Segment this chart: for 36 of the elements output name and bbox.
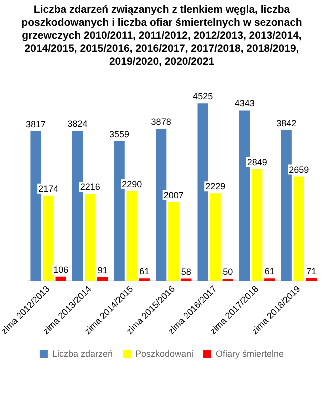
data-label: 91 xyxy=(98,265,108,276)
bar xyxy=(43,196,54,282)
data-label: 58 xyxy=(181,266,192,277)
legend-label: Liczba zdarzeń xyxy=(52,348,114,359)
chart-title: Liczba zdarzeń związanych z tlenkiem węgla, liczba poszkodowanych i liczba ofiar śmiertelnych w sezonach grzewczych 2010/2011, 2011/2012, 2012/2013, 2013/2014, 2014/2015, 2015/2016, 2016/2017, 2017/2018, 2018/2019, 2019/2020, 2020/2021 xyxy=(20,4,304,69)
data-label: 2216 xyxy=(80,182,100,192)
data-label: 2007 xyxy=(164,190,184,200)
data-label: 106 xyxy=(54,264,69,275)
bar xyxy=(264,278,276,282)
data-label: 61 xyxy=(140,266,150,277)
legend-label: Poszkodowani xyxy=(135,348,194,359)
data-label: 3842 xyxy=(276,118,297,128)
bar xyxy=(294,176,304,282)
data-label: 61 xyxy=(264,266,275,277)
data-label: 3878 xyxy=(151,116,172,127)
legend-label: Ofiary śmiertelne xyxy=(216,348,284,359)
bar xyxy=(126,191,138,282)
data-label: 2659 xyxy=(289,164,310,175)
bar xyxy=(98,278,108,282)
data-label: 2229 xyxy=(206,182,226,192)
data-label: 71 xyxy=(306,266,317,276)
data-label: 4343 xyxy=(234,98,255,109)
bar xyxy=(56,276,66,282)
bar xyxy=(252,169,263,282)
data-label: 3559 xyxy=(110,129,130,140)
data-label: 2174 xyxy=(38,184,59,194)
data-label: 2849 xyxy=(247,157,268,168)
data-label: 2290 xyxy=(122,179,142,190)
data-label: 3817 xyxy=(26,119,46,130)
data-label: 50 xyxy=(223,267,234,278)
bar xyxy=(210,194,221,282)
data-label: 3824 xyxy=(68,119,88,130)
bar xyxy=(139,278,150,282)
data-label: 4525 xyxy=(193,92,214,102)
bar xyxy=(168,202,180,282)
bar xyxy=(85,194,96,282)
